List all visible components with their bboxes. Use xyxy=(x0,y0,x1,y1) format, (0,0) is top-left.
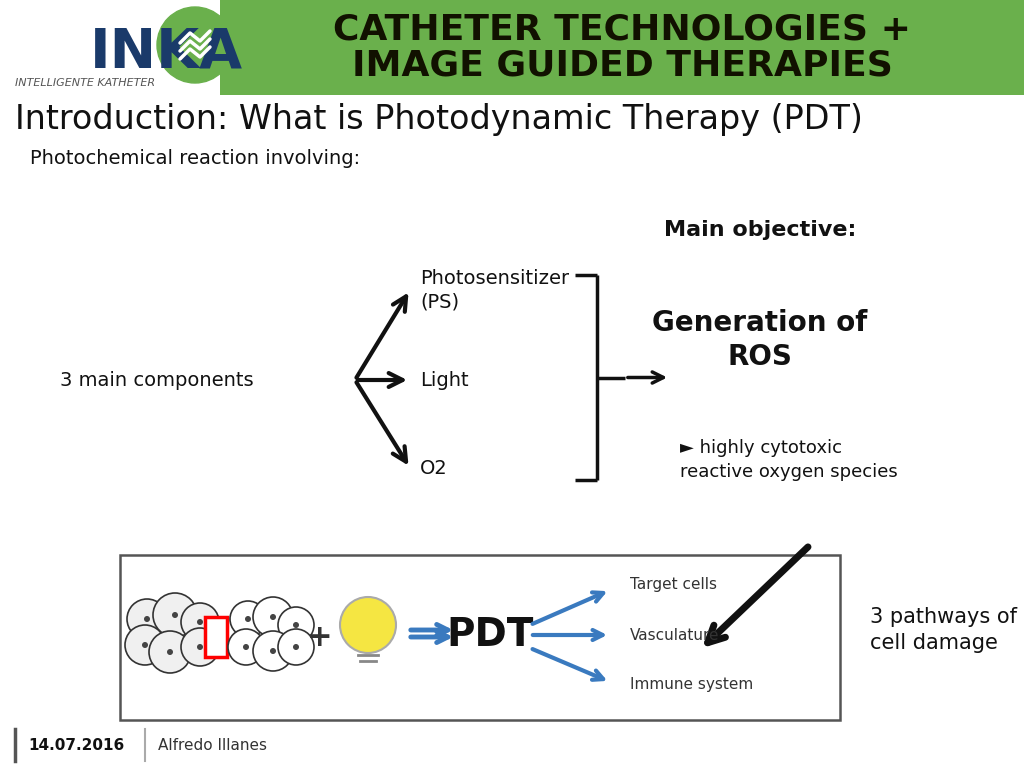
Circle shape xyxy=(150,631,191,673)
Circle shape xyxy=(157,7,233,83)
Circle shape xyxy=(253,631,293,671)
Text: Target cells: Target cells xyxy=(630,578,717,592)
Text: PDT: PDT xyxy=(446,616,534,654)
Text: Introduction: What is Photodynamic Therapy (PDT): Introduction: What is Photodynamic Thera… xyxy=(15,104,863,137)
Text: Alfredo Illanes: Alfredo Illanes xyxy=(158,737,267,753)
Circle shape xyxy=(197,644,203,650)
Circle shape xyxy=(278,629,314,665)
Text: Photochemical reaction involving:: Photochemical reaction involving: xyxy=(30,148,360,167)
Circle shape xyxy=(153,593,197,637)
Text: INKA: INKA xyxy=(90,25,243,79)
Circle shape xyxy=(125,625,165,665)
Circle shape xyxy=(278,607,314,643)
Text: INTELLIGENTE KATHETER: INTELLIGENTE KATHETER xyxy=(15,78,155,88)
Text: Vasculature: Vasculature xyxy=(630,627,720,643)
Circle shape xyxy=(253,597,293,637)
Circle shape xyxy=(228,629,264,665)
Circle shape xyxy=(293,622,299,628)
Text: ► highly cytotoxic
reactive oxygen species: ► highly cytotoxic reactive oxygen speci… xyxy=(680,439,898,481)
Circle shape xyxy=(167,649,173,655)
Text: 14.07.2016: 14.07.2016 xyxy=(28,737,124,753)
Circle shape xyxy=(230,601,266,637)
Circle shape xyxy=(245,616,251,622)
Text: 3 pathways of
cell damage: 3 pathways of cell damage xyxy=(870,607,1017,654)
Text: IMAGE GUIDED THERAPIES: IMAGE GUIDED THERAPIES xyxy=(351,48,893,82)
Circle shape xyxy=(340,597,396,653)
Text: Immune system: Immune system xyxy=(630,677,754,693)
Bar xyxy=(220,0,1024,95)
Circle shape xyxy=(181,628,219,666)
Circle shape xyxy=(197,619,203,625)
Circle shape xyxy=(243,644,249,650)
Circle shape xyxy=(270,648,276,654)
Circle shape xyxy=(142,642,148,648)
Bar xyxy=(120,555,840,720)
Bar xyxy=(205,617,227,657)
Circle shape xyxy=(270,614,276,620)
Text: +: + xyxy=(307,623,333,651)
Circle shape xyxy=(127,599,167,639)
Text: CATHETER TECHNOLOGIES +: CATHETER TECHNOLOGIES + xyxy=(333,13,911,47)
Circle shape xyxy=(144,616,150,622)
Text: Generation of
ROS: Generation of ROS xyxy=(652,309,867,371)
Text: O2: O2 xyxy=(420,458,447,478)
Text: Photosensitizer
(PS): Photosensitizer (PS) xyxy=(420,269,569,311)
Text: Main objective:: Main objective: xyxy=(664,220,856,240)
Circle shape xyxy=(172,612,178,618)
Text: Light: Light xyxy=(420,370,469,389)
Circle shape xyxy=(181,603,219,641)
Text: 3 main components: 3 main components xyxy=(60,370,254,389)
Circle shape xyxy=(293,644,299,650)
